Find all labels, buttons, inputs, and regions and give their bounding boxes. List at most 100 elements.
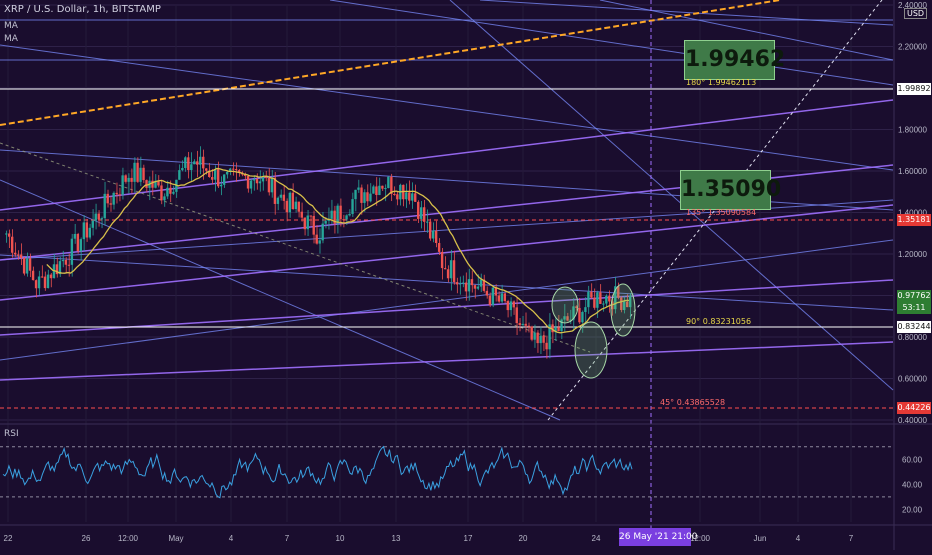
candle-body	[351, 199, 354, 214]
candle-body	[121, 175, 124, 195]
candle-body	[273, 177, 277, 204]
candle-body	[306, 215, 309, 230]
candle-body	[348, 213, 351, 216]
indicator-label-1[interactable]: MA	[4, 21, 18, 31]
candle-body	[214, 169, 217, 180]
candle-body	[593, 297, 596, 308]
time-tick-label: 4	[229, 534, 234, 543]
candle-body	[10, 236, 14, 253]
candle-body	[318, 240, 321, 244]
candle-body	[494, 287, 498, 296]
candle-body	[470, 279, 474, 286]
candle-body	[16, 254, 20, 256]
rsi-tick-label: 40.00	[902, 480, 923, 489]
candle-body	[473, 285, 477, 289]
candle-body	[542, 335, 545, 343]
highlight-circle	[551, 286, 579, 324]
candle-body	[614, 286, 617, 310]
candle-body	[67, 264, 71, 266]
candle-body	[330, 210, 333, 219]
candle-body	[581, 311, 584, 323]
candle-body	[366, 192, 369, 202]
candle-body	[360, 187, 363, 203]
candle-body	[566, 316, 569, 321]
candle-body	[554, 327, 557, 333]
trendline-blue	[599, 0, 894, 61]
price-tag-0-83244: 0.83244	[897, 321, 931, 333]
candle-body	[172, 191, 175, 194]
crosshair-date-tag: 26 May '21 21:00	[619, 528, 698, 546]
candle-body	[282, 194, 286, 201]
fib-label-45: 45° 0.43865528	[660, 398, 726, 407]
candle-body	[590, 291, 593, 298]
candle-body	[243, 174, 247, 176]
candle-body	[208, 170, 211, 178]
candle-body	[536, 332, 539, 344]
price-tag-0-44226: 0.44226	[897, 402, 931, 414]
highlight-circle	[610, 283, 636, 337]
trendline-purple	[0, 204, 894, 301]
candle-body	[136, 162, 139, 182]
time-tick-label: 10	[336, 534, 345, 543]
candle-body	[449, 260, 453, 279]
price-tag-0-97762: 0.97762	[897, 290, 931, 302]
time-tick-label: 22	[4, 534, 13, 543]
candle-body	[512, 301, 515, 308]
candle-body	[112, 192, 115, 205]
candle-body	[13, 252, 17, 255]
candle-body	[381, 185, 384, 189]
trendline-dotted	[0, 142, 591, 353]
candle-body	[464, 282, 468, 292]
candle-body	[620, 297, 623, 311]
candle-body	[587, 291, 590, 308]
candle-body	[336, 205, 339, 224]
candle-body	[118, 194, 121, 196]
candle-body	[270, 177, 274, 193]
candle-body	[58, 261, 62, 275]
candle-body	[458, 283, 462, 285]
candle-body	[267, 178, 271, 193]
candle-body	[109, 203, 112, 205]
price-tick-label: 0.60000	[898, 375, 927, 384]
rsi-line	[2, 445, 633, 499]
candle-body	[506, 301, 509, 311]
candle-body	[545, 342, 548, 350]
fib-label-135: 135° 1.35090584	[686, 208, 757, 217]
candle-body	[202, 156, 205, 169]
candle-body	[82, 222, 86, 240]
candle-body	[569, 319, 572, 321]
candle-body	[339, 205, 342, 220]
highlight-circle	[574, 321, 608, 379]
rsi-label[interactable]: RSI	[4, 429, 19, 439]
candle-body	[7, 233, 11, 237]
candle-body	[599, 292, 602, 304]
candle-body	[303, 217, 306, 230]
candle-body	[497, 295, 501, 302]
price-tick-label: 1.60000	[898, 167, 927, 176]
candle-body	[130, 177, 133, 182]
trendline-purple	[0, 99, 894, 211]
candle-body	[446, 269, 450, 279]
currency-badge[interactable]: USD	[904, 8, 928, 19]
candle-body	[196, 161, 199, 165]
candle-body	[142, 167, 145, 181]
candle-body	[408, 192, 411, 201]
price-tick-label: 1.80000	[898, 126, 927, 135]
time-tick-label: 12:00	[690, 534, 711, 543]
candle-body	[530, 326, 533, 340]
moving-average	[46, 167, 630, 334]
trendline-blue	[329, 0, 894, 86]
candle-body	[154, 180, 157, 188]
candle-body	[378, 185, 381, 196]
indicator-label-2[interactable]: MA	[4, 34, 18, 44]
time-tick-label: 12:00	[118, 534, 139, 543]
candle-body	[193, 161, 196, 165]
candle-body	[199, 156, 202, 165]
countdown-tag: 53:11	[897, 302, 931, 314]
trendline-blue	[449, 0, 894, 391]
candle-body	[181, 167, 184, 171]
candle-body	[425, 221, 429, 223]
callout-1-99462: 1.99462	[684, 40, 785, 80]
